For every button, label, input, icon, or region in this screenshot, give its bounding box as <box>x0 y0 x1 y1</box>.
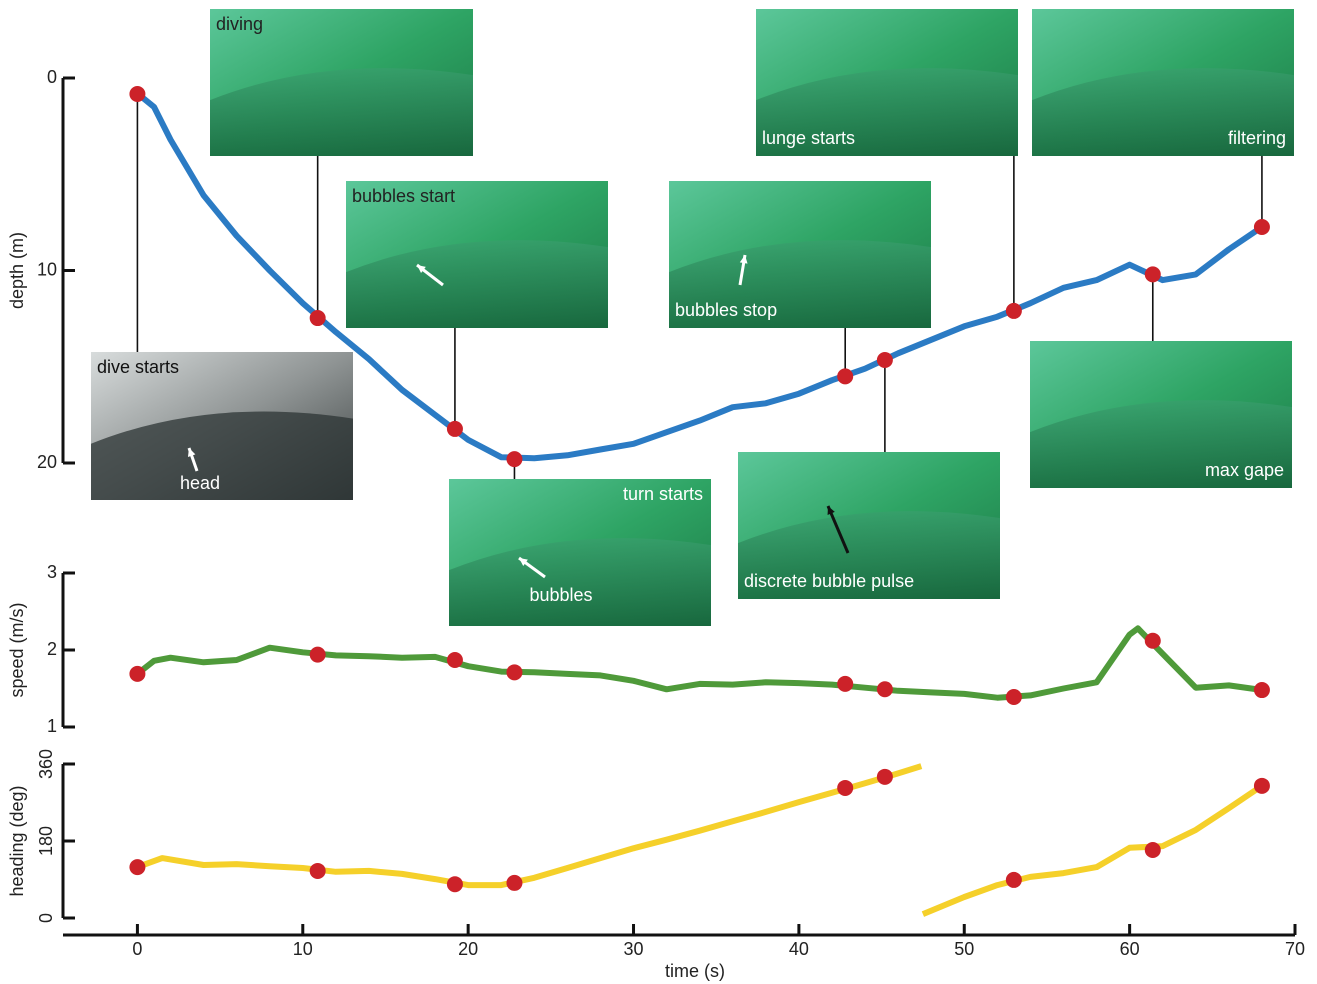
photo-inset: diving <box>210 9 473 156</box>
photo-inset: dive starts head <box>91 352 353 500</box>
photo-label: turn starts <box>623 484 703 504</box>
event-marker <box>837 780 853 796</box>
x-tick-label: 10 <box>293 939 313 959</box>
event-marker <box>1254 219 1270 235</box>
data-line <box>137 766 1262 914</box>
y-axis-label: depth (m) <box>7 232 27 309</box>
event-marker <box>1145 842 1161 858</box>
event-marker <box>877 681 893 697</box>
photo-inset: filtering <box>1032 9 1294 156</box>
event-marker <box>877 769 893 785</box>
photo-label: discrete bubble pulse <box>744 571 914 591</box>
event-marker <box>1145 266 1161 282</box>
event-marker <box>310 647 326 663</box>
photo-inset: discrete bubble pulse <box>738 452 1000 599</box>
event-marker <box>1254 778 1270 794</box>
x-tick-label: 70 <box>1285 939 1305 959</box>
photo-inset: turn starts bubbles <box>449 479 711 626</box>
event-marker <box>447 876 463 892</box>
event-marker <box>447 652 463 668</box>
event-marker <box>129 666 145 682</box>
y-tick-label: 0 <box>47 67 57 87</box>
photo-label: filtering <box>1228 128 1286 148</box>
y-axis-label: speed (m/s) <box>7 602 27 697</box>
photo-label: bubbles stop <box>675 300 777 320</box>
y-axis-label: heading (deg) <box>7 785 27 896</box>
y-tick-label: 1 <box>47 716 57 736</box>
photo-label: bubbles start <box>352 186 455 206</box>
photo-label: max gape <box>1205 460 1284 480</box>
x-tick-label: 40 <box>789 939 809 959</box>
event-marker <box>129 859 145 875</box>
pointer-label: bubbles <box>529 585 592 605</box>
data-line <box>137 628 1262 697</box>
x-tick-label: 0 <box>132 939 142 959</box>
pointer-label: head <box>180 473 220 493</box>
event-marker <box>506 664 522 680</box>
event-marker <box>837 676 853 692</box>
y-tick-label: 10 <box>37 259 57 279</box>
photo-label: dive starts <box>97 357 179 377</box>
y-tick-label: 3 <box>47 562 57 582</box>
event-marker <box>310 310 326 326</box>
event-marker <box>1145 633 1161 649</box>
event-marker <box>1254 682 1270 698</box>
x-axis-label: time (s) <box>665 961 725 981</box>
event-marker <box>447 421 463 437</box>
x-tick-label: 60 <box>1120 939 1140 959</box>
event-marker <box>837 368 853 384</box>
event-marker <box>129 86 145 102</box>
photo-inset: bubbles start <box>346 181 608 328</box>
photo-inset: max gape <box>1030 341 1292 488</box>
x-tick-label: 20 <box>458 939 478 959</box>
y-tick-label: 2 <box>47 639 57 659</box>
event-marker <box>1006 689 1022 705</box>
event-marker <box>310 863 326 879</box>
x-tick-label: 30 <box>624 939 644 959</box>
y-tick-label: 0 <box>36 913 56 923</box>
photo-label: diving <box>216 14 263 34</box>
event-marker <box>877 352 893 368</box>
y-tick-label: 360 <box>36 749 56 779</box>
event-marker <box>1006 303 1022 319</box>
x-tick-label: 50 <box>954 939 974 959</box>
y-tick-label: 180 <box>36 826 56 856</box>
photo-inset: lunge starts <box>756 9 1018 156</box>
event-marker <box>506 451 522 467</box>
figure: dive starts head diving bubbles start turn s… <box>0 0 1317 984</box>
y-tick-label: 20 <box>37 452 57 472</box>
photo-label: lunge starts <box>762 128 855 148</box>
photo-inset: bubbles stop <box>669 181 931 328</box>
event-marker <box>1006 872 1022 888</box>
event-marker <box>506 875 522 891</box>
